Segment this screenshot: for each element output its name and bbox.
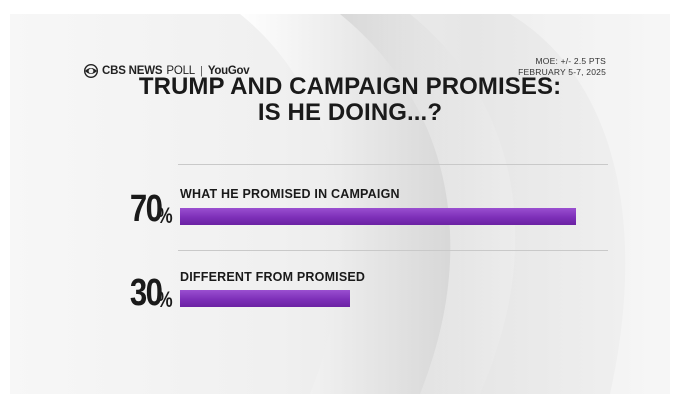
margin-of-error: MOE: +/- 2.5 PTS: [535, 56, 606, 66]
bar-value-label: 30: [130, 272, 163, 314]
title-line-1: TRUMP AND CAMPAIGN PROMISES:: [138, 73, 562, 100]
poll-meta: MOE: +/- 2.5 PTS FEBRUARY 5-7, 2025: [518, 56, 606, 78]
poll-card: CBS NEWS POLL | YouGov MOE: +/- 2.5 PTS …: [10, 14, 670, 394]
pct-different: 30%: [106, 274, 176, 312]
title-line-2: IS HE DOING...?: [257, 99, 443, 126]
brand-network: CBS NEWS: [102, 65, 163, 77]
pct-sign: %: [157, 287, 173, 312]
tick-label: DIFFERENT FROM PROMISED: [180, 270, 366, 284]
bar: [180, 290, 350, 307]
row-different: 30% DIFFERENT FROM PROMISED: [10, 268, 670, 328]
bar: [180, 208, 576, 225]
pct-promised: 70%: [106, 190, 176, 228]
bar-value-label: 70: [130, 188, 163, 230]
row-promised: 70% WHAT HE PROMISED IN CAMPAIGN: [10, 184, 670, 244]
poll-brand: CBS NEWS POLL | YouGov: [84, 62, 250, 80]
divider-top: [178, 164, 608, 165]
chart-title: TRUMP AND CAMPAIGN PROMISES: IS HE DOING…: [70, 74, 630, 126]
brand-separator: |: [200, 65, 203, 77]
cbs-eye-icon: [84, 64, 98, 78]
pct-sign: %: [157, 203, 173, 228]
divider-middle: [178, 250, 608, 251]
background-swoosh: [240, 14, 670, 394]
brand-poll: POLL: [166, 65, 195, 77]
brand-partner: YouGov: [207, 65, 250, 77]
poll-dates: FEBRUARY 5-7, 2025: [518, 67, 606, 77]
tick-label: WHAT HE PROMISED IN CAMPAIGN: [180, 187, 400, 201]
